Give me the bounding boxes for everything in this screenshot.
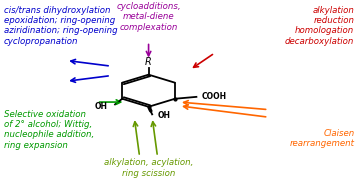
Text: COOH: COOH xyxy=(202,92,227,101)
Text: Claisen
rearrangement: Claisen rearrangement xyxy=(289,129,354,148)
Text: alkylation, acylation,
ring scission: alkylation, acylation, ring scission xyxy=(104,158,193,178)
Text: cycloadditions,
metal-diene
complexation: cycloadditions, metal-diene complexation xyxy=(116,2,181,32)
Text: OH: OH xyxy=(158,111,170,120)
Text: R: R xyxy=(145,57,152,67)
Text: cis/trans dihydroxylation
epoxidation; ring-opening
aziridination; ring-opening
: cis/trans dihydroxylation epoxidation; r… xyxy=(4,6,117,46)
Text: Selective oxidation
of 2° alcohol; Wittig,
nucleophile addition,
ring expansion: Selective oxidation of 2° alcohol; Witti… xyxy=(4,110,94,150)
Text: alkylation
reduction
homologation
decarboxylation: alkylation reduction homologation decarb… xyxy=(285,6,354,46)
Text: OH: OH xyxy=(95,102,108,111)
